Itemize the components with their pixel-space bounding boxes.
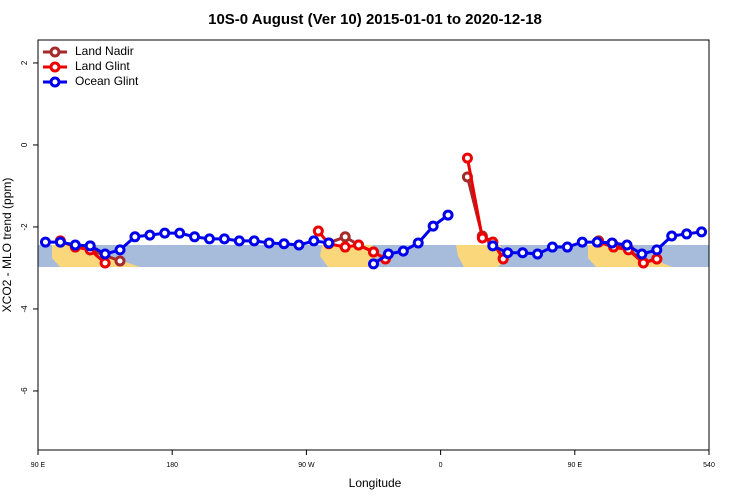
data-point	[651, 253, 663, 265]
y-axis-label: XCO2 - MLO trend (ppm)	[0, 178, 14, 313]
data-point	[323, 237, 335, 249]
data-point	[651, 244, 663, 256]
data-point	[461, 152, 473, 164]
data-point	[159, 227, 171, 239]
data-point	[189, 231, 201, 243]
y-tick-label: -6	[20, 387, 29, 395]
data-point	[278, 238, 290, 250]
data-point	[263, 237, 275, 249]
x-tick-label: 90 E	[568, 462, 583, 469]
legend-marker	[49, 46, 61, 58]
data-point	[69, 239, 81, 251]
legend-label: Land Nadir	[75, 44, 134, 58]
x-tick-label: 0	[439, 462, 443, 469]
data-point	[312, 225, 324, 237]
legend-marker	[49, 61, 61, 73]
data-point	[84, 240, 96, 252]
data-point	[546, 241, 558, 253]
data-point	[476, 232, 488, 244]
data-point	[144, 229, 156, 241]
y-tick-label: 2	[20, 60, 29, 65]
data-point	[368, 258, 379, 270]
land	[320, 245, 378, 267]
data-point	[637, 257, 649, 269]
series-line	[465, 157, 505, 260]
data-point	[248, 235, 260, 247]
y-tick-label: -4	[20, 305, 29, 313]
data-point	[636, 248, 648, 260]
data-point	[114, 244, 126, 256]
data-point	[203, 233, 215, 245]
data-point	[218, 233, 230, 245]
data-point	[174, 227, 186, 239]
data-point	[606, 237, 618, 249]
data-point	[99, 248, 111, 260]
chart-title: 10S-0 August (Ver 10) 2015-01-01 to 2020…	[208, 11, 542, 28]
data-point	[54, 236, 66, 248]
data-point	[368, 246, 379, 258]
data-point	[114, 255, 126, 267]
data-point	[696, 226, 708, 238]
x-tick-label: 90 E	[31, 462, 46, 469]
legend-label: Land Glint	[75, 59, 130, 73]
x-tick-label: 90 W	[298, 462, 315, 469]
data-point	[561, 241, 573, 253]
data-point	[412, 237, 424, 249]
data-point	[517, 247, 529, 259]
data-point	[129, 231, 141, 243]
data-point	[233, 235, 245, 247]
data-point	[487, 240, 499, 252]
data-point	[427, 220, 439, 232]
plot-frame	[37, 39, 710, 451]
data-point	[397, 245, 409, 257]
data-point	[532, 248, 544, 260]
data-point	[442, 209, 454, 221]
data-point	[666, 230, 678, 242]
y-tick-label: -2	[20, 223, 29, 231]
data-point	[681, 228, 693, 240]
data-point	[293, 239, 305, 251]
data-point	[99, 257, 111, 269]
legend-label: Ocean Glint	[75, 74, 139, 88]
data-point	[339, 241, 351, 253]
data-point	[382, 248, 394, 260]
data-point	[353, 239, 365, 251]
data-point	[502, 247, 514, 259]
data-point	[308, 235, 320, 247]
x-tick-label: 180	[166, 462, 178, 469]
data-point	[621, 239, 633, 251]
y-tick-label: 0	[20, 142, 29, 147]
data-point	[576, 236, 588, 248]
data-point	[591, 236, 603, 248]
data-point	[39, 236, 51, 248]
x-tick-label: 540	[703, 462, 715, 469]
x-axis-label: Longitude	[349, 476, 402, 490]
legend-marker	[49, 76, 61, 88]
data-point	[339, 231, 351, 243]
